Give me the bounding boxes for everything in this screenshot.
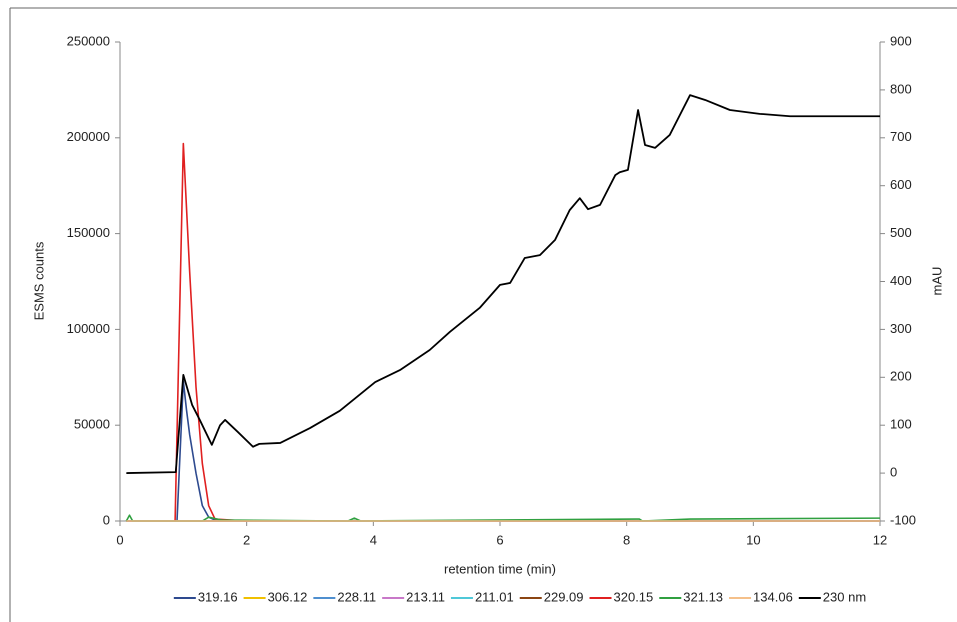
legend-label: 230 nm (823, 589, 866, 604)
x-tick-label: 0 (116, 532, 123, 547)
series-line (126, 94, 880, 474)
legend-label: 319.16 (198, 589, 238, 604)
y2-tick-label: 0 (890, 465, 897, 480)
x-axis-title: retention time (min) (444, 561, 556, 576)
x-tick-label: 8 (623, 532, 630, 547)
y2-axis-title: mAU (929, 267, 944, 296)
y-tick-label: 150000 (67, 225, 110, 240)
legend-label: 211.01 (475, 589, 514, 604)
legend-label: 229.09 (544, 589, 584, 604)
legend-label: 213.11 (406, 589, 445, 604)
legend-label: 321.13 (683, 589, 723, 604)
y2-tick-label: 200 (890, 369, 912, 384)
y2-tick-label: 400 (890, 273, 912, 288)
x-tick-label: 10 (746, 532, 760, 547)
y2-tick-label: 700 (890, 129, 912, 144)
legend-label: 320.15 (614, 589, 654, 604)
y2-tick-label: 800 (890, 81, 912, 96)
series-line (176, 380, 247, 522)
x-tick-label: 6 (496, 532, 503, 547)
y-tick-label: 50000 (74, 417, 110, 432)
y-tick-label: 250000 (67, 33, 110, 48)
x-tick-label: 12 (873, 532, 887, 547)
y-axis-title: ESMS counts (31, 241, 46, 320)
x-tick-label: 4 (370, 532, 377, 547)
y2-tick-label: 900 (890, 33, 912, 48)
y2-tick-label: 100 (890, 417, 912, 432)
y2-tick-label: -100 (890, 512, 916, 527)
y-tick-label: 100000 (67, 321, 110, 336)
y2-tick-label: 300 (890, 321, 912, 336)
legend-label: 134.06 (753, 589, 793, 604)
y-tick-label: 200000 (67, 129, 110, 144)
x-tick-label: 2 (243, 532, 250, 547)
y2-tick-label: 600 (890, 177, 912, 192)
series-line (125, 514, 881, 522)
legend-label: 306.12 (268, 589, 308, 604)
legend-label: 228.11 (337, 589, 376, 604)
y2-tick-label: 500 (890, 225, 912, 240)
y-tick-label: 0 (103, 512, 110, 527)
series-line (174, 142, 247, 522)
